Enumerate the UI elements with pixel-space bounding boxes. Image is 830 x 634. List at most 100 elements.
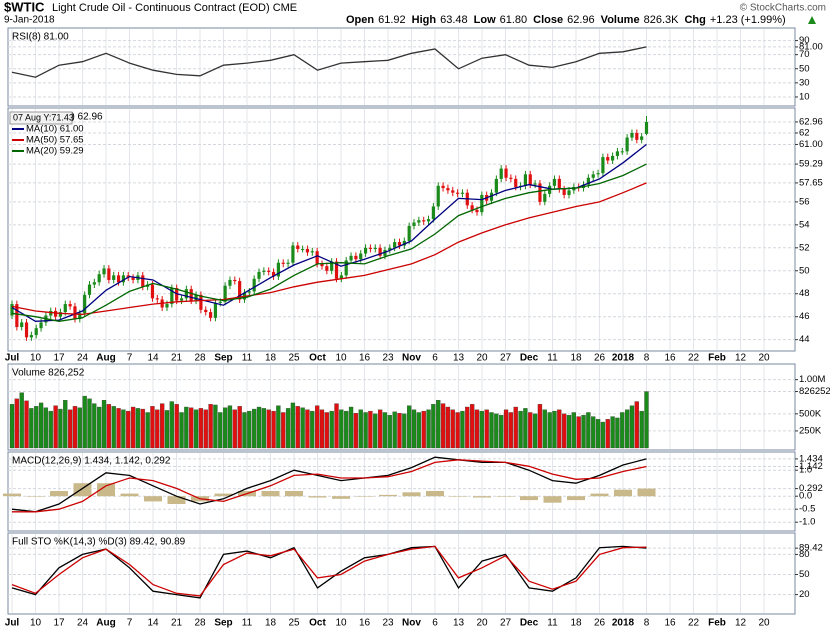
x-tick-label: Feb: [708, 353, 726, 364]
volume-bar: [537, 404, 543, 449]
volume-bar: [121, 409, 126, 449]
candle-body: [68, 304, 72, 307]
y-tick-label: 20: [799, 589, 810, 600]
candle-body: [499, 168, 503, 179]
x-tick-label: 16: [359, 618, 371, 629]
candle-body: [92, 282, 96, 285]
candle-body: [397, 242, 402, 246]
candle-body: [451, 190, 455, 193]
y-tick-label: 826252: [799, 386, 830, 397]
y-tick-label: 50: [799, 265, 810, 276]
candle-body: [97, 274, 101, 283]
candle-body: [620, 151, 624, 153]
x-tick-label: 12: [735, 618, 747, 629]
y-tick-label: 1.00M: [799, 374, 825, 385]
x-tick-label: Aug: [96, 353, 115, 364]
candle-body: [436, 185, 440, 207]
volume-bar: [358, 409, 363, 449]
candle-body: [204, 309, 208, 313]
volume-bar: [34, 406, 39, 449]
candle-body: [189, 289, 193, 301]
candle-body: [441, 185, 445, 189]
x-tick-label: 28: [194, 618, 206, 629]
volume-bar: [581, 415, 586, 449]
volume-bar: [552, 410, 557, 449]
candle-body: [635, 132, 639, 140]
volume-bar: [256, 406, 262, 449]
candle-body: [170, 287, 174, 305]
candle-body: [83, 294, 87, 314]
candle-body: [625, 137, 629, 152]
volume-bar: [334, 403, 339, 449]
candle-body: [20, 322, 24, 328]
x-tick-label: 6: [432, 353, 438, 364]
x-tick-label: 6: [432, 618, 438, 629]
y-tick-label: 90: [799, 35, 810, 46]
candle-body: [252, 278, 256, 292]
histogram-bar: [50, 491, 68, 497]
x-tick-label: 27: [500, 353, 512, 364]
candle-body: [417, 220, 421, 223]
volume-bar: [392, 411, 397, 449]
y-tick-label: 1.0: [799, 465, 812, 476]
x-tick-label: Oct: [309, 618, 326, 629]
histogram-bar: [449, 496, 468, 497]
x-tick-label: 20: [476, 353, 488, 364]
volume-bar: [266, 409, 271, 449]
volume-bar: [150, 406, 155, 449]
volume-bar: [431, 404, 436, 449]
candle-body: [601, 157, 605, 174]
x-tick-label: 11: [547, 353, 558, 364]
volume-bar: [479, 410, 484, 449]
candle-body: [15, 304, 19, 328]
volume-bar: [72, 406, 78, 449]
instrument-name: Light Crude Oil - Continuous Contract (E…: [52, 2, 297, 14]
candle-body: [552, 178, 557, 186]
volume-bar: [106, 404, 112, 449]
volume-bar: [300, 407, 305, 449]
candle-body: [363, 247, 368, 254]
histogram-bar: [543, 496, 562, 503]
candle-body: [281, 262, 285, 264]
y-tick-label: 500K: [799, 408, 822, 419]
volume-bar: [252, 408, 257, 449]
volume-bar: [591, 416, 596, 449]
x-tick-label: 20: [476, 618, 488, 629]
x-tick-label: 28: [194, 353, 206, 364]
histogram-bar: [355, 496, 374, 497]
volume-bar: [499, 415, 504, 449]
candle-body: [543, 193, 547, 202]
x-tick-label: Jul: [5, 353, 20, 364]
volume-bar: [101, 400, 107, 449]
volume-bar: [518, 410, 523, 449]
histogram-bar: [496, 496, 515, 497]
volume-bar: [126, 410, 131, 449]
legend-entry: MA(10) 61.00: [26, 124, 84, 135]
histogram-bar: [308, 496, 327, 498]
volume-bar: [130, 406, 136, 449]
volume-bar: [610, 416, 615, 449]
y-tick-label: 57.65: [799, 177, 823, 188]
candle-body: [514, 178, 518, 187]
volume-bar: [421, 410, 426, 449]
y-tick-label: 56: [799, 196, 810, 207]
x-tick-label: 21: [171, 618, 183, 629]
volume-bar: [484, 409, 489, 449]
volume-bar: [24, 400, 29, 449]
histogram-bar: [426, 491, 444, 497]
histogram-bar: [637, 488, 656, 497]
volume-bar: [436, 400, 441, 449]
x-tick-label: 10: [335, 353, 347, 364]
volume-bar: [9, 404, 15, 449]
volume-bar: [97, 406, 102, 449]
candle-body: [131, 277, 135, 280]
volume-bar: [135, 408, 141, 449]
quote-line: Open 61.92 High 63.48 Low 61.80 Close 62.96 Volu…: [346, 14, 786, 26]
quote-value: 826.3K: [644, 14, 680, 26]
x-tick-label: 25: [288, 353, 300, 364]
candle-body: [296, 245, 300, 249]
x-tick-label: 8: [644, 353, 650, 364]
volume-bar: [634, 401, 639, 449]
candle-body: [644, 121, 649, 134]
volume-bar: [547, 412, 552, 449]
